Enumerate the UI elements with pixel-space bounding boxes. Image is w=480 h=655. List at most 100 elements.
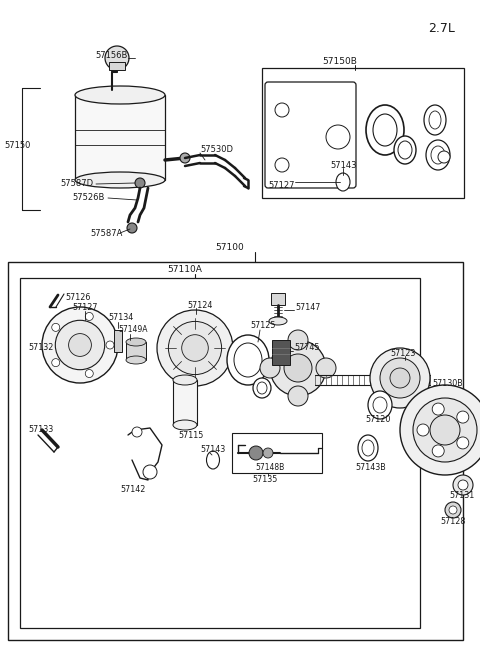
Circle shape (432, 403, 444, 415)
Ellipse shape (234, 343, 262, 377)
Text: 57128: 57128 (440, 517, 466, 527)
Ellipse shape (398, 141, 412, 159)
Text: 57134: 57134 (108, 314, 133, 322)
Text: 57127: 57127 (268, 181, 295, 189)
Ellipse shape (426, 140, 450, 170)
Text: 57125: 57125 (250, 322, 276, 331)
Circle shape (135, 178, 145, 188)
Circle shape (249, 446, 263, 460)
Circle shape (457, 411, 469, 423)
Circle shape (105, 46, 129, 70)
Circle shape (458, 480, 468, 490)
Text: 57147: 57147 (295, 303, 320, 312)
Ellipse shape (173, 420, 197, 430)
Ellipse shape (431, 146, 445, 164)
Circle shape (284, 354, 312, 382)
Bar (232, 433, 322, 473)
Circle shape (457, 437, 469, 449)
Ellipse shape (126, 356, 146, 364)
Circle shape (400, 385, 480, 475)
Circle shape (453, 475, 473, 495)
Text: 57587A: 57587A (90, 229, 122, 238)
Text: 57131: 57131 (449, 491, 474, 500)
Ellipse shape (429, 111, 441, 129)
Text: 2.7L: 2.7L (428, 22, 455, 35)
Ellipse shape (424, 105, 446, 135)
Bar (126, 342, 146, 360)
Circle shape (42, 307, 118, 383)
Text: 57130B: 57130B (432, 379, 463, 388)
Circle shape (432, 445, 444, 457)
Text: 57149A: 57149A (118, 326, 147, 335)
Circle shape (413, 398, 477, 462)
Text: 57133: 57133 (28, 426, 53, 434)
Circle shape (143, 465, 157, 479)
Text: 57745: 57745 (294, 343, 320, 352)
Circle shape (180, 153, 190, 163)
Text: 57143B: 57143B (355, 464, 386, 472)
Bar (271, 293, 285, 305)
Text: 57110A: 57110A (168, 265, 203, 274)
Circle shape (275, 103, 289, 117)
Bar (272, 340, 290, 365)
Text: 57587D: 57587D (60, 179, 93, 189)
Circle shape (380, 358, 420, 398)
Bar (75, 95, 165, 180)
Circle shape (288, 386, 308, 406)
Text: 57156B: 57156B (95, 52, 127, 60)
Bar (8, 262, 463, 640)
Ellipse shape (373, 397, 387, 413)
Bar (109, 62, 125, 70)
Circle shape (417, 424, 429, 436)
Text: 57150: 57150 (4, 141, 30, 149)
Ellipse shape (126, 338, 146, 346)
Ellipse shape (366, 105, 404, 155)
Text: 57526B: 57526B (72, 193, 104, 202)
Text: 57148B: 57148B (255, 464, 284, 472)
FancyBboxPatch shape (265, 82, 356, 188)
Circle shape (270, 340, 326, 396)
Circle shape (127, 223, 137, 233)
Circle shape (370, 348, 430, 408)
Circle shape (260, 358, 280, 378)
Text: 57143: 57143 (200, 445, 225, 455)
Ellipse shape (75, 172, 165, 188)
Ellipse shape (373, 114, 397, 146)
Circle shape (85, 369, 93, 377)
Circle shape (445, 502, 461, 518)
Text: 57143: 57143 (330, 160, 357, 170)
Ellipse shape (368, 391, 392, 419)
Circle shape (52, 324, 60, 331)
Text: 57126: 57126 (65, 293, 90, 301)
Circle shape (52, 359, 60, 367)
Bar (20, 278, 420, 628)
Text: 57142: 57142 (120, 485, 145, 495)
Circle shape (69, 333, 91, 356)
Text: 57124: 57124 (187, 301, 212, 310)
Circle shape (106, 341, 114, 349)
Circle shape (263, 448, 273, 458)
Circle shape (157, 310, 233, 386)
Ellipse shape (206, 451, 219, 469)
Text: 57135: 57135 (252, 476, 277, 485)
Bar (114, 330, 122, 352)
Circle shape (316, 358, 336, 378)
Circle shape (288, 330, 308, 350)
Ellipse shape (394, 136, 416, 164)
Text: 57100: 57100 (216, 244, 244, 252)
Ellipse shape (257, 382, 267, 394)
Text: 57115: 57115 (178, 430, 204, 440)
Text: 57530D: 57530D (200, 145, 233, 155)
Ellipse shape (253, 378, 271, 398)
Ellipse shape (336, 173, 350, 191)
Ellipse shape (358, 435, 378, 461)
Circle shape (168, 322, 222, 375)
Circle shape (326, 125, 350, 149)
Text: 57123: 57123 (390, 348, 415, 358)
Ellipse shape (362, 440, 374, 456)
Text: 57150B: 57150B (323, 58, 358, 67)
Circle shape (449, 506, 457, 514)
Circle shape (430, 415, 460, 445)
Text: 57132: 57132 (28, 343, 53, 352)
Ellipse shape (269, 317, 287, 325)
